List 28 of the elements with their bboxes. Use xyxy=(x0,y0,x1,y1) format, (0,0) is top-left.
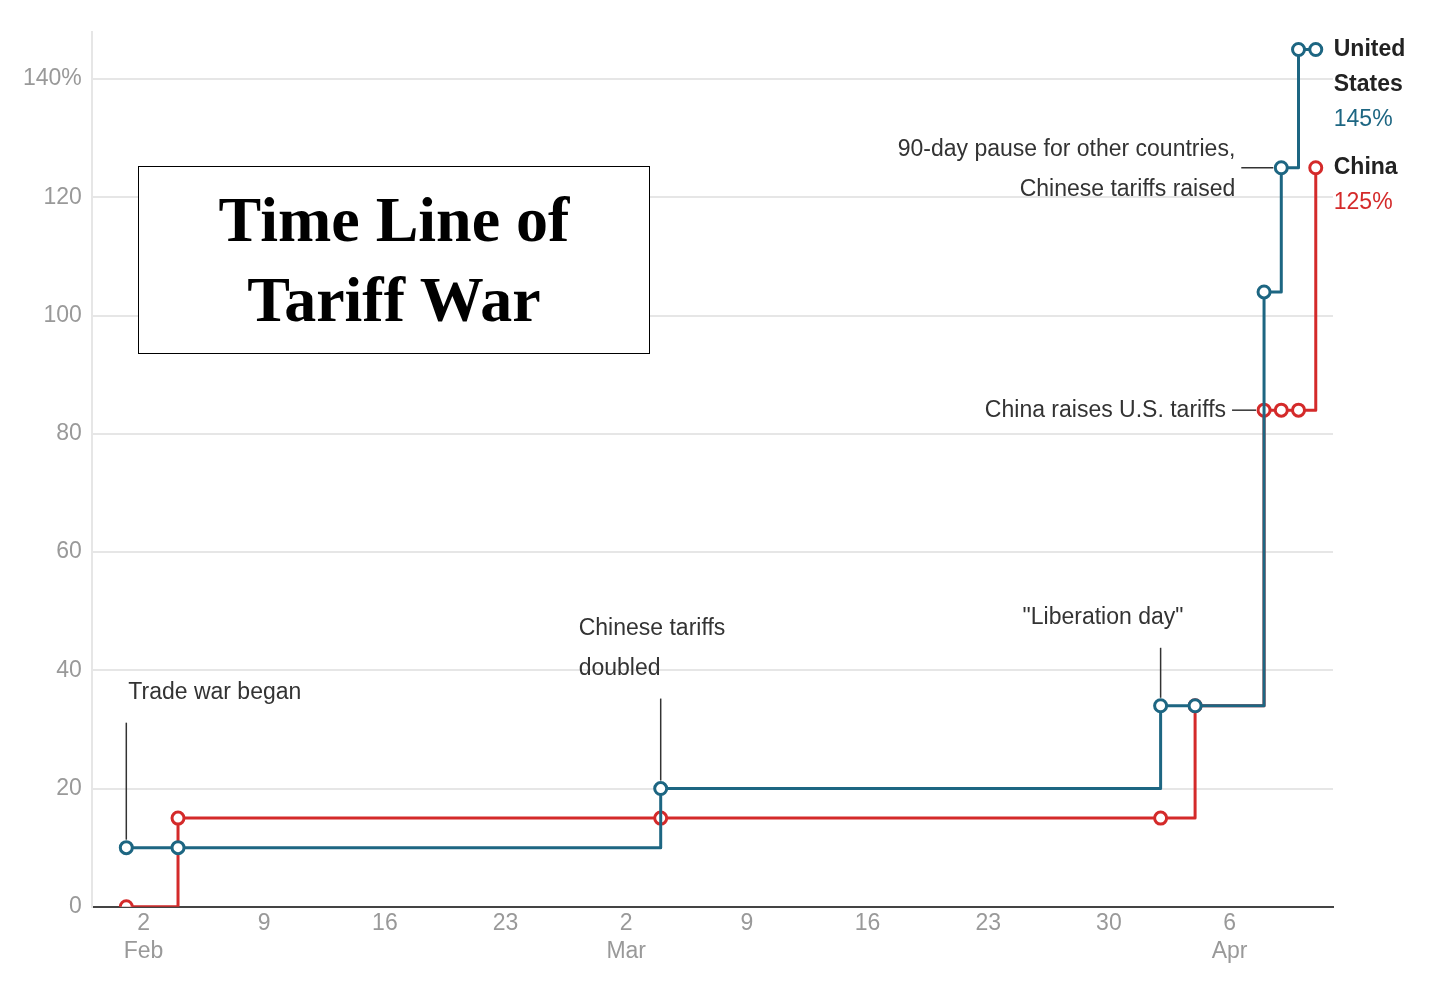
series-label: United States xyxy=(1333,34,1406,96)
x-tick-label: 9 xyxy=(740,908,754,935)
x-tick-label: 16 xyxy=(854,908,881,935)
annotation: "Liberation day" xyxy=(1022,603,1184,630)
x-tick-label: 9 xyxy=(257,908,271,935)
data-label: 145% xyxy=(1333,104,1393,131)
annotation: 90-day pause for other countries, Chinese tariffs raised xyxy=(897,135,1236,202)
y-tick-label: 60 xyxy=(56,537,82,564)
annotation: Chinese tariffs doubled xyxy=(578,613,726,680)
x-tick-label: 30 xyxy=(1096,908,1122,935)
series-label: China xyxy=(1333,153,1398,180)
x-tick-label: 23 xyxy=(492,908,519,935)
data-label: 125% xyxy=(1333,188,1393,215)
text: Time Line of Tariff War xyxy=(138,166,650,354)
y-tick-label: 100 xyxy=(43,300,82,327)
annotation: China raises U.S. tariffs xyxy=(984,395,1227,422)
y-tick-label: 20 xyxy=(56,773,82,800)
y-tick-label: 140% xyxy=(23,64,82,91)
x-tick-label: 6 Apr xyxy=(1211,908,1248,963)
x-tick-label: 16 xyxy=(372,908,398,935)
x-tick-label: 2 Mar xyxy=(606,908,647,963)
x-tick-label: 23 xyxy=(975,908,1002,935)
annotation: Trade war began xyxy=(128,678,302,705)
y-tick-label: 0 xyxy=(69,892,82,919)
y-tick-label: 80 xyxy=(56,419,82,446)
x-tick-label: 2 Feb xyxy=(123,908,164,963)
y-tick-label: 40 xyxy=(56,655,82,682)
y-tick-label: 120 xyxy=(43,182,82,209)
